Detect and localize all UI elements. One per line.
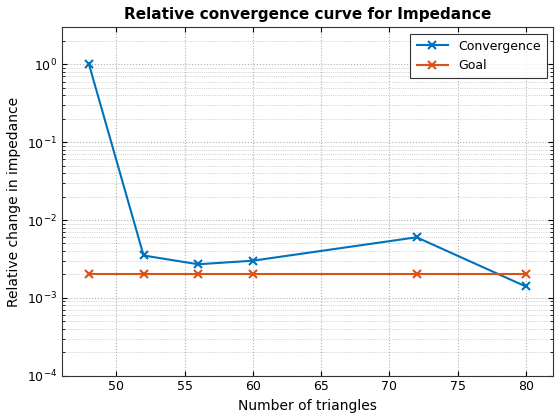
Y-axis label: Relative change in impedance: Relative change in impedance	[7, 97, 21, 307]
Title: Relative convergence curve for Impedance: Relative convergence curve for Impedance	[124, 7, 491, 22]
Goal	[86, 272, 92, 277]
Goal	[195, 272, 202, 277]
Goal	[522, 272, 529, 277]
Convergence	[86, 62, 92, 67]
Convergence	[522, 284, 529, 289]
Goal	[413, 272, 420, 277]
Line: Goal: Goal	[85, 270, 530, 278]
Legend: Convergence, Goal: Convergence, Goal	[410, 34, 547, 78]
Goal	[140, 272, 147, 277]
Convergence	[195, 262, 202, 267]
Line: Convergence: Convergence	[85, 60, 530, 291]
Convergence	[249, 258, 256, 263]
Goal	[249, 272, 256, 277]
Convergence	[140, 253, 147, 258]
X-axis label: Number of triangles: Number of triangles	[238, 399, 377, 413]
Convergence	[413, 235, 420, 240]
